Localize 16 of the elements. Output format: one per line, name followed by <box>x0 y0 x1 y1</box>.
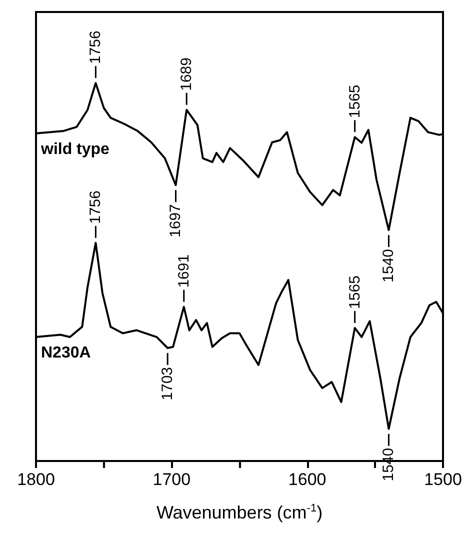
annotation: 1703 <box>159 366 176 400</box>
annotation: 1756 <box>87 30 104 64</box>
x-tick-label: 1800 <box>17 470 55 489</box>
annotation: 1691 <box>175 254 192 288</box>
annotation: 1540 <box>380 249 398 282</box>
annotation: 1540 <box>380 448 398 482</box>
x-tick-label: 1700 <box>152 470 191 489</box>
x-tick-label: 1600 <box>288 470 326 489</box>
annotation: 1565 <box>346 84 364 118</box>
x-tick-label: 1500 <box>424 470 462 489</box>
series-label: N230A <box>41 344 92 362</box>
annotation: 1565 <box>346 276 364 309</box>
annotation: 1689 <box>178 58 196 91</box>
series-label: wild type <box>40 140 110 158</box>
annotation: 1756 <box>87 190 104 224</box>
annotation: 1697 <box>167 204 184 238</box>
